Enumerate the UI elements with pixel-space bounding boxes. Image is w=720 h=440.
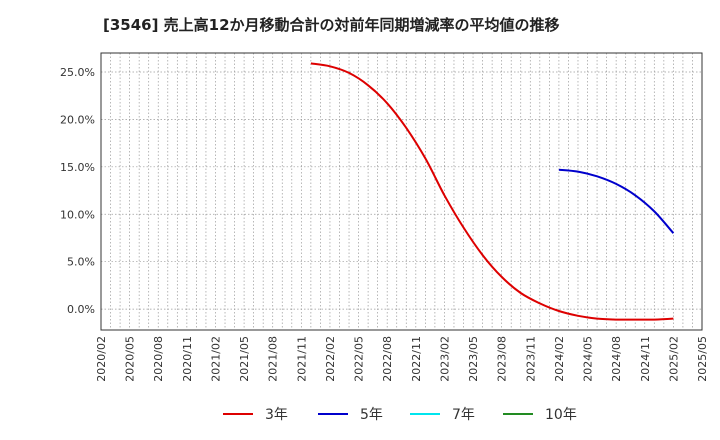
x-tick-label: 2025/05: [696, 336, 709, 382]
x-tick-label: 2022/11: [410, 336, 423, 382]
series-line-3年: [310, 62, 674, 321]
legend-label-7年: 7年: [452, 407, 475, 423]
legend-label-3年: 3年: [265, 407, 288, 423]
x-tick-label: 2024/02: [553, 336, 566, 382]
chart-title: [3546] 売上高12か月移動合計の対前年同期増減率の平均値の推移: [103, 16, 560, 34]
plot-frame: [100, 52, 703, 331]
x-tick-label: 2022/02: [324, 336, 337, 382]
x-tick-label: 2025/02: [667, 336, 680, 382]
plot-background: [101, 53, 702, 330]
y-tick-label: 20.0%: [60, 113, 95, 126]
x-tick-label: 2021/05: [238, 336, 251, 382]
y-tick-label: 5.0%: [67, 256, 95, 269]
series-line-5年: [558, 168, 675, 234]
legend-label-10年: 10年: [545, 407, 577, 423]
x-tick-label: 2021/02: [209, 336, 222, 382]
y-tick-label: 15.0%: [60, 161, 95, 174]
x-tick-label: 2023/11: [524, 336, 537, 382]
x-tick-label: 2023/08: [496, 336, 509, 382]
x-tick-label: 2020/05: [124, 336, 137, 382]
x-tick-label: 2020/11: [181, 336, 194, 382]
x-tick-label: 2020/08: [152, 336, 165, 382]
legend-label-5年: 5年: [360, 407, 383, 423]
x-tick-label: 2021/08: [267, 336, 280, 382]
x-tick-label: 2024/08: [610, 336, 623, 382]
y-tick-label: 0.0%: [67, 303, 95, 316]
x-tick-label: 2024/11: [639, 336, 652, 382]
y-tick-label: 25.0%: [60, 66, 95, 79]
x-tick-label: 2023/02: [438, 336, 451, 382]
y-tick-label: 10.0%: [60, 208, 95, 221]
x-tick-label: 2024/05: [582, 336, 595, 382]
x-tick-label: 2021/11: [295, 336, 308, 382]
x-tick-label: 2022/05: [353, 336, 366, 382]
x-tick-label: 2022/08: [381, 336, 394, 382]
x-tick-label: 2023/05: [467, 336, 480, 382]
x-tick-label: 2020/02: [95, 336, 108, 382]
